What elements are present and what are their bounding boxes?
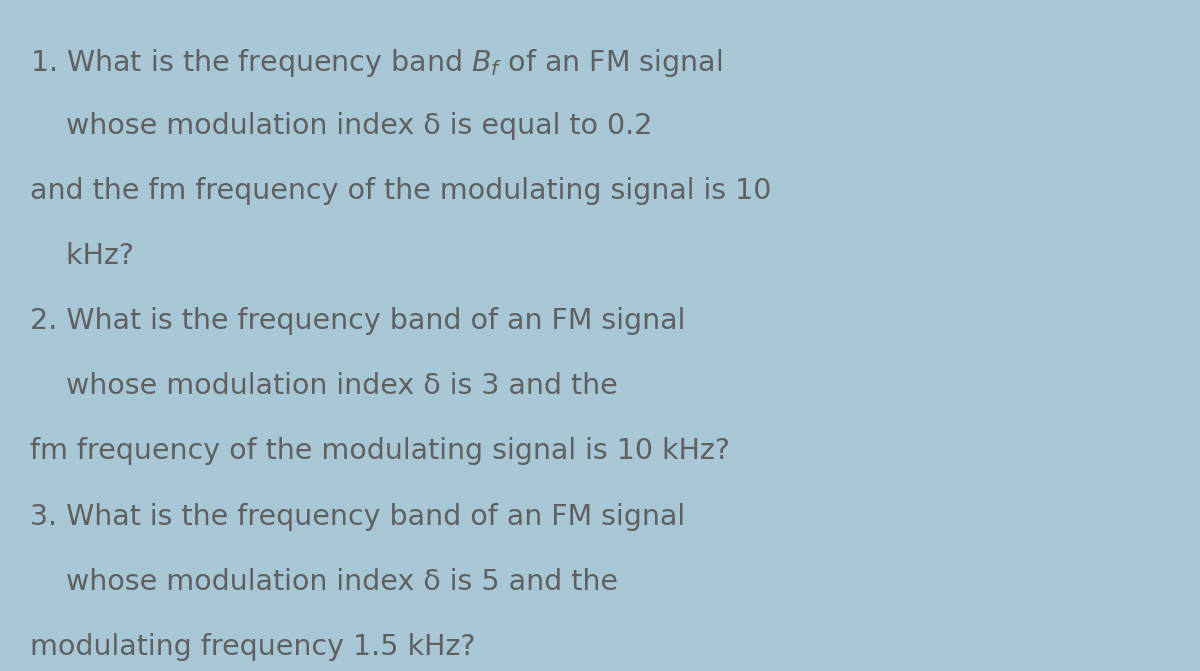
Text: and the fm frequency of the modulating signal is 10: and the fm frequency of the modulating s… bbox=[30, 177, 772, 205]
Text: 1. What is the frequency band $\mathit{B_f}$ of an FM signal: 1. What is the frequency band $\mathit{B… bbox=[30, 47, 722, 79]
Text: 2. What is the frequency band of an FM signal: 2. What is the frequency band of an FM s… bbox=[30, 307, 685, 336]
Text: fm frequency of the modulating signal is 10 kHz?: fm frequency of the modulating signal is… bbox=[30, 437, 730, 466]
Text: modulating frequency 1.5 kHz?: modulating frequency 1.5 kHz? bbox=[30, 633, 475, 661]
Text: 3. What is the frequency band of an FM signal: 3. What is the frequency band of an FM s… bbox=[30, 503, 685, 531]
Text: whose modulation index δ is 5 and the: whose modulation index δ is 5 and the bbox=[30, 568, 618, 596]
Text: whose modulation index δ is 3 and the: whose modulation index δ is 3 and the bbox=[30, 372, 618, 401]
Text: kHz?: kHz? bbox=[30, 242, 134, 270]
Text: whose modulation index δ is equal to 0.2: whose modulation index δ is equal to 0.2 bbox=[30, 112, 653, 140]
